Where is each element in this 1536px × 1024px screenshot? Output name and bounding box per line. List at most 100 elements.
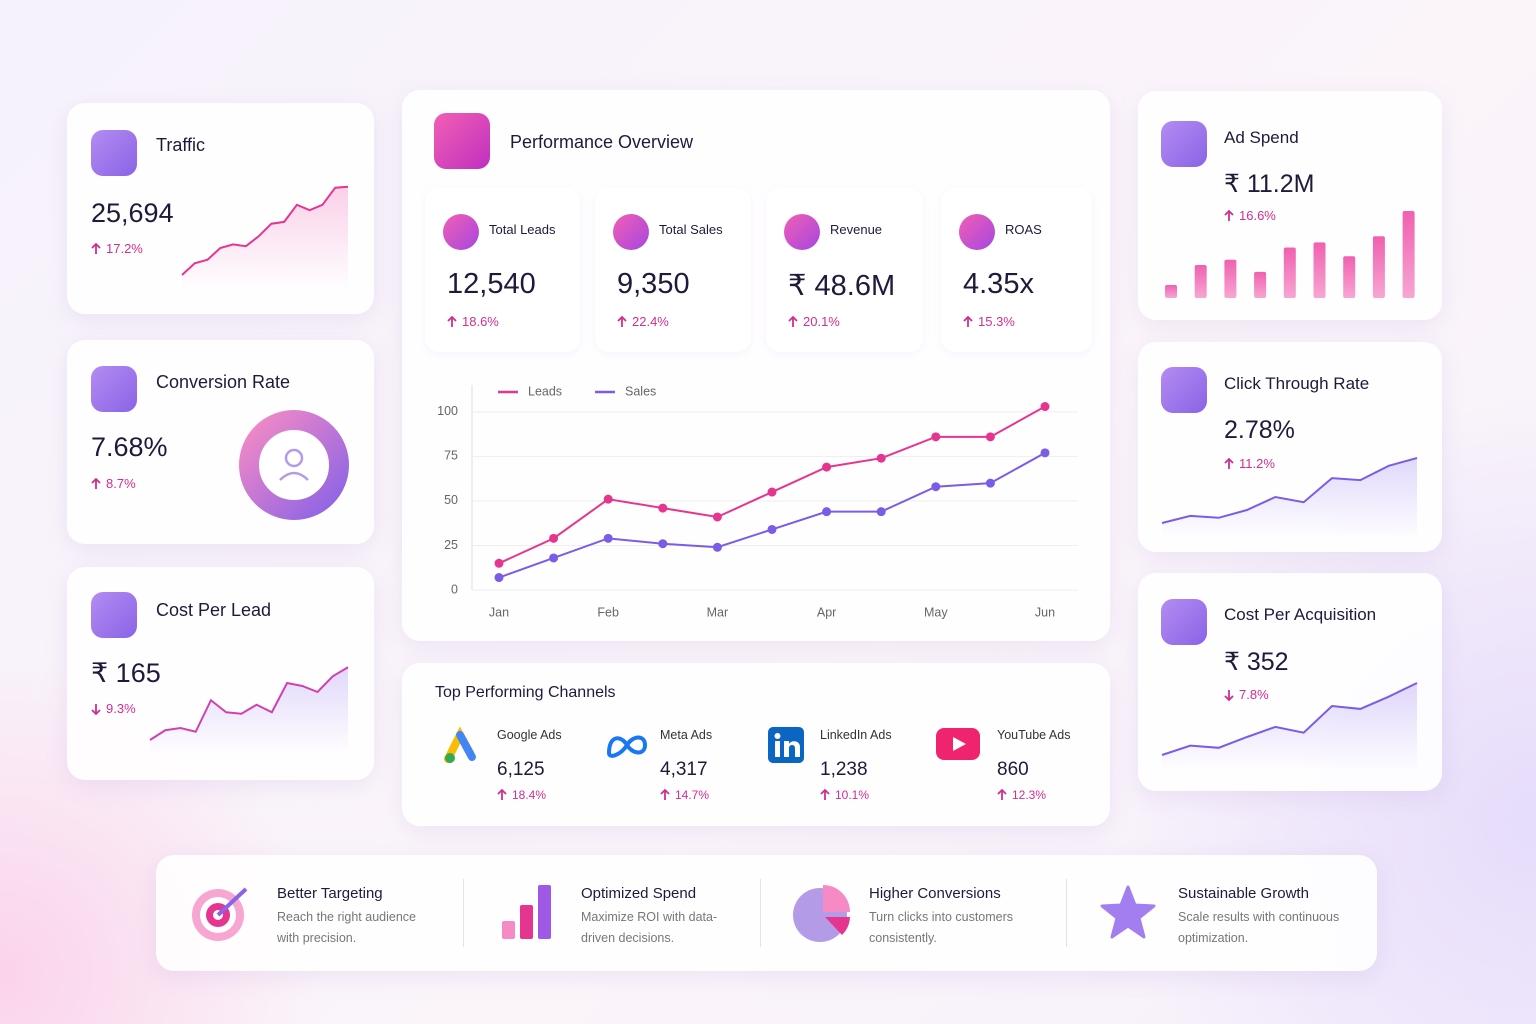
arrow xyxy=(788,315,798,327)
meta-logo xyxy=(607,735,648,758)
channel-value: 6,125 xyxy=(497,759,545,780)
performance-card: Performance Overview Total Leads 12,540 18… xyxy=(402,90,1110,641)
label: Revenue xyxy=(830,222,883,237)
title: Conversion Rate xyxy=(156,372,291,392)
channel-value: 1,238 xyxy=(820,759,868,780)
value: ₹ 352 xyxy=(1224,648,1289,676)
target-icon xyxy=(192,887,248,941)
channel-name: YouTube Ads xyxy=(997,728,1071,742)
change-text: 15.3% xyxy=(978,314,1015,329)
kpi-tile: ROAS 4.35x 15.3% xyxy=(941,188,1092,352)
change-arrow xyxy=(1224,457,1234,469)
arrow xyxy=(447,315,457,327)
change-text: 16.6% xyxy=(1239,208,1276,223)
icon xyxy=(1161,367,1207,413)
title: Top Performing Channels xyxy=(435,684,616,701)
arrow xyxy=(963,315,973,327)
change-text: 11.2% xyxy=(1239,456,1275,471)
change-arrow xyxy=(788,315,798,327)
change: 14.7% xyxy=(660,788,709,802)
change-arrow xyxy=(1224,689,1234,701)
icon xyxy=(434,113,490,169)
cpa-card: Cost Per Acquisition ₹ 352 7.8% xyxy=(1138,573,1442,791)
benefit-title: Optimized Spend xyxy=(581,885,697,902)
change-text: 12.3% xyxy=(1012,788,1047,802)
value: ₹ 165 xyxy=(91,658,161,688)
change-text: 9.3% xyxy=(106,701,136,716)
channel-name: Meta Ads xyxy=(660,728,713,742)
change-arrow xyxy=(617,315,627,327)
channel-name: Google Ads xyxy=(497,728,562,742)
donut xyxy=(239,410,349,520)
arrow xyxy=(91,242,101,254)
arrow xyxy=(1224,689,1234,701)
value: ₹ 11.2M xyxy=(1224,170,1315,198)
value: 2.78% xyxy=(1224,416,1295,444)
arrow xyxy=(91,703,101,715)
label: Total Sales xyxy=(659,222,723,237)
change: 8.7% xyxy=(91,476,136,491)
change-arrow xyxy=(1224,209,1234,221)
benefit-title: Higher Conversions xyxy=(869,885,1001,902)
icon xyxy=(91,366,137,412)
change-arrow xyxy=(660,789,670,800)
value: 12,540 xyxy=(447,268,536,300)
change-text: 8.7% xyxy=(106,476,136,491)
ctr-card: Click Through Rate 2.78% 11.2% xyxy=(1138,342,1442,552)
change: 11.2% xyxy=(1224,456,1275,471)
title: Cost Per Acquisition xyxy=(1224,605,1377,624)
change-text: 22.4% xyxy=(632,314,669,329)
arrow xyxy=(660,789,670,800)
arrow xyxy=(91,477,101,489)
conversion-card: Conversion Rate 7.68% 8.7% xyxy=(67,340,374,544)
change: 22.4% xyxy=(617,314,669,329)
value: 25,694 xyxy=(91,198,174,228)
label: Total Leads xyxy=(489,222,556,237)
change: 18.4% xyxy=(497,788,546,802)
change-arrow xyxy=(447,315,457,327)
channels-card: Top Performing Channels Google Ads 6,125… xyxy=(402,663,1110,826)
cpl-card: Cost Per Lead ₹ 165 9.3% xyxy=(67,567,374,780)
icon xyxy=(91,130,137,176)
channel-value: 860 xyxy=(997,759,1029,780)
arrow xyxy=(997,789,1007,800)
change: 7.8% xyxy=(1224,687,1269,702)
change-text: 17.2% xyxy=(106,241,143,256)
change-arrow xyxy=(91,477,101,489)
icon xyxy=(91,592,137,638)
arrow xyxy=(1224,209,1234,221)
arrow xyxy=(497,789,507,800)
change-text: 14.7% xyxy=(675,788,710,802)
kpi-tile: Revenue ₹ 48.6M 20.1% xyxy=(766,188,923,352)
star-icon xyxy=(1100,885,1156,939)
title: Ad Spend xyxy=(1224,128,1299,147)
title: Performance Overview xyxy=(510,132,694,152)
change: 17.2% xyxy=(91,241,143,256)
change-arrow xyxy=(497,789,507,800)
arrow xyxy=(1224,457,1234,469)
benefit-text: Maximize ROI with data-driven decisions. xyxy=(581,910,718,945)
change-arrow xyxy=(963,315,973,327)
change: 15.3% xyxy=(963,314,1015,329)
change: 20.1% xyxy=(788,314,840,329)
traffic-card: Traffic 25,694 17.2% xyxy=(67,103,374,314)
bars-icon xyxy=(502,885,551,939)
icon xyxy=(1161,599,1207,645)
benefit-text: Scale results with continuous optimizati… xyxy=(1178,910,1340,945)
ad-spend-card: Ad Spend ₹ 11.2M 16.6% xyxy=(1138,91,1442,320)
change: 18.6% xyxy=(447,314,499,329)
google-logo xyxy=(444,727,476,763)
value: 9,350 xyxy=(617,268,690,300)
value: 4.35x xyxy=(963,268,1034,300)
change-text: 20.1% xyxy=(803,314,840,329)
benefit-text: Turn clicks into customers consistently. xyxy=(869,910,1014,945)
change: 16.6% xyxy=(1224,208,1276,223)
change-text: 18.6% xyxy=(462,314,499,329)
value: ₹ 48.6M xyxy=(788,270,896,302)
benefit-text: Reach the right audience with precision. xyxy=(277,910,416,945)
change-arrow xyxy=(997,789,1007,800)
benefits-bar: Better Targeting Reach the right audienc… xyxy=(156,855,1377,971)
change-text: 10.1% xyxy=(835,788,870,802)
title: Traffic xyxy=(156,135,206,155)
